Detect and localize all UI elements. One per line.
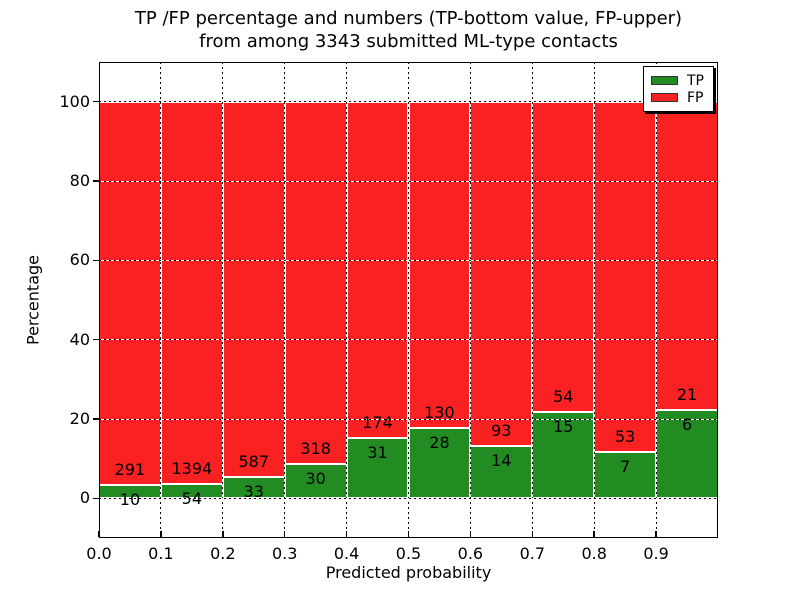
x-tick-label: 0.6 [457,544,484,563]
vertical-gridline [346,62,348,538]
fp-count-label: 587 [238,452,270,472]
y-tick-label: 40 [69,329,90,349]
x-tick-label: 0.0 [86,544,112,563]
x-tick-mark [98,530,100,537]
legend-label-fp: FP [687,89,704,106]
x-tick-mark [593,530,595,537]
horizontal-gridline [99,180,718,182]
tp-count-label: 14 [491,451,512,471]
tp-count-label: 15 [553,417,574,437]
tp-count-label: 7 [620,457,631,477]
x-tick-label: 0.3 [271,544,298,563]
tp-count-label: 33 [243,482,264,502]
tp-count-label: 31 [367,443,388,463]
vertical-gridline [655,62,657,538]
tp-bar-segment [594,452,657,499]
fp-bar-segment [408,101,471,429]
legend-item-fp: FP [651,89,704,106]
x-tick-mark [345,530,348,537]
x-axis-label: Predicted probability [325,563,492,582]
vertical-gridline [469,62,471,538]
x-tick-mark [407,530,410,537]
chart-title-line1: TP /FP percentage and numbers (TP-bottom… [134,8,683,29]
legend: TP FP [643,66,714,112]
x-tick-label: 0.2 [210,544,236,563]
fp-count-label: 53 [614,427,636,447]
tp-count-label: 28 [429,433,450,453]
x-tick-mark [531,530,534,537]
x-tick-label: 0.8 [581,544,607,563]
fp-bar-segment [532,101,595,413]
legend-label-tp: TP [687,72,704,89]
horizontal-gridline [99,418,718,420]
fp-count-label: 291 [114,460,146,480]
x-tick-label: 0.1 [148,544,174,563]
vertical-gridline [408,62,409,538]
y-tick-mark [93,338,99,341]
fp-bar-segment [346,101,409,439]
y-tick-label: 60 [69,250,90,270]
fp-count-label: 174 [362,413,393,433]
fp-count-label: 1394 [171,458,213,478]
fp-count-label: 21 [676,385,698,405]
fp-count-label: 54 [553,387,574,407]
y-tick-mark [93,180,99,182]
vertical-gridline [160,62,162,538]
fp-bar-segment [284,101,347,465]
fp-bar-segment [222,101,285,478]
plot-area: 291 10 1394 54 587 33 318 30 174 31 130 28 93 14 54 15 5… [99,62,718,538]
horizontal-gridline [99,497,718,499]
vertical-gridline [222,62,224,538]
horizontal-gridline [99,339,718,341]
tp-count-label: 54 [181,488,203,508]
y-tick-label: 80 [69,171,90,190]
fp-count-label: 93 [491,421,512,441]
tp-bar-segment [656,410,718,499]
x-tick-label: 0.4 [333,544,360,563]
x-tick-mark [222,530,224,537]
fp-bar-segment [656,101,718,411]
x-tick-mark [469,530,472,537]
tp-swatch-icon [651,76,678,85]
horizontal-gridline [99,101,718,103]
fp-bar-segment [99,101,161,486]
fp-count-label: 318 [300,439,331,459]
fp-swatch-icon [651,93,678,102]
x-tick-mark [283,530,286,537]
vertical-gridline [531,62,533,538]
y-tick-mark [93,497,99,500]
tp-count-label: 10 [119,490,141,510]
fp-bar-segment [160,101,223,484]
y-tick-label: 0 [79,488,90,508]
fp-bar-segment [594,101,657,453]
y-tick-label: 100 [59,91,90,111]
x-tick-label: 0.9 [643,544,669,563]
vertical-gridline [593,62,595,538]
chart-title-line2: from among 3343 submitted ML-type contac… [199,31,618,52]
chart-title: TP /FP percentage and numbers (TP-bottom… [99,7,718,53]
y-tick-label: 20 [69,409,90,428]
fp-bar-segment [470,101,533,447]
y-tick-mark [93,418,99,420]
vertical-gridline [284,62,286,538]
legend-item-tp: TP [651,72,704,89]
y-tick-mark [93,259,99,262]
x-tick-mark [160,530,162,537]
tp-count-label: 6 [681,415,693,435]
x-tick-label: 0.5 [395,544,422,563]
x-tick-mark [655,530,657,537]
fp-count-label: 130 [424,403,455,423]
x-tick-label: 0.7 [519,544,546,563]
y-tick-mark [93,100,99,103]
tp-count-label: 30 [305,469,326,489]
horizontal-gridline [99,259,718,261]
